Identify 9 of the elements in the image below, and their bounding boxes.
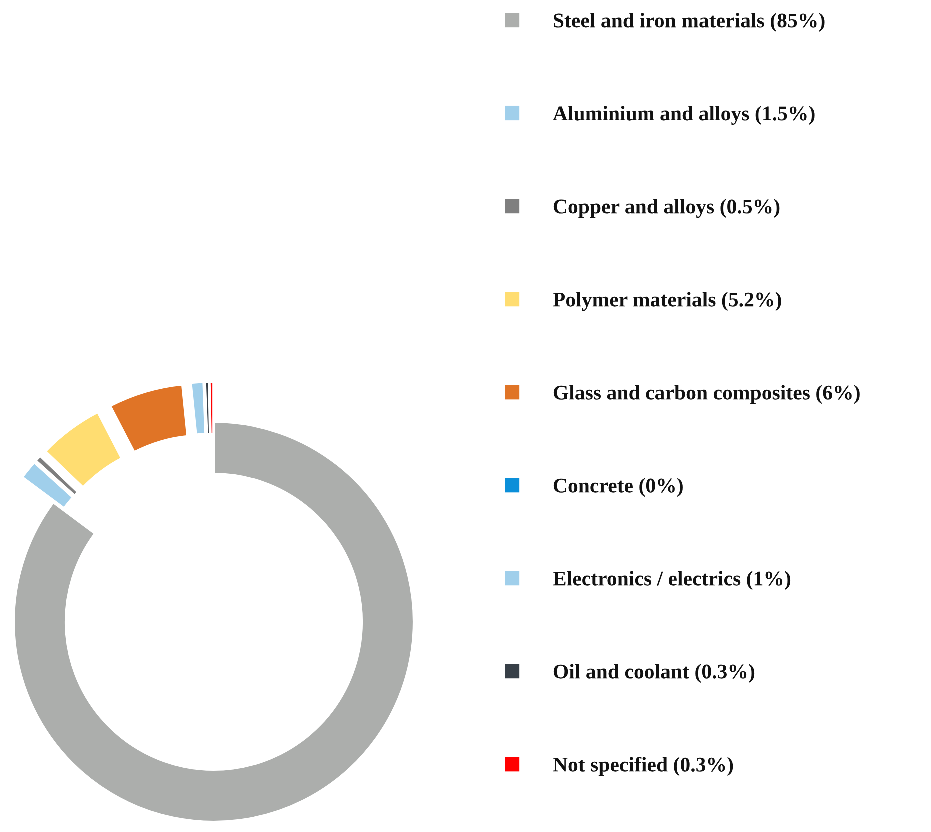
legend-label: Not specified (0.3%) xyxy=(553,757,734,776)
legend-label: Aluminium and alloys (1.5%) xyxy=(553,106,815,126)
legend-label: Concrete (0%) xyxy=(554,478,683,498)
legend-label: Electronics / electrics (1%) xyxy=(553,571,791,590)
legend-label: Glass and carbon composites (6%) xyxy=(554,385,860,404)
legend-label: Steel and iron materials (85%) xyxy=(554,13,825,32)
legend-label: Polymer materials (5.2%) xyxy=(553,292,782,312)
legend-label: Oil and coolant (0.3%) xyxy=(554,664,755,684)
legend-label: Copper and alloys (0.5%) xyxy=(554,199,780,218)
